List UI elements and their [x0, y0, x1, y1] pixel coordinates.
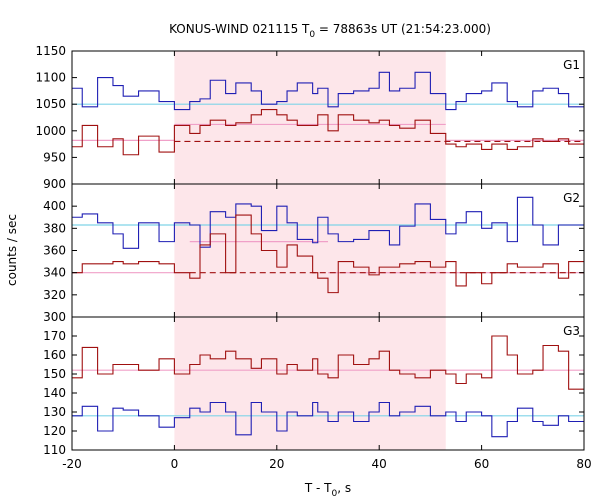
- panel-g3-ytick-label-2: 130: [43, 405, 66, 419]
- panel-g2-ytick-label-5: 400: [43, 199, 66, 213]
- panel-g2-ytick-label-0: 300: [43, 310, 66, 324]
- x-axis-label-subscript: 0: [332, 489, 338, 499]
- panel-g2: 300 320 340 360 380 400 G2: [43, 183, 585, 324]
- chart-title-main: KONUS-WIND 021115 T: [169, 22, 310, 36]
- panel-g3-label: G3: [563, 324, 580, 338]
- panel-g1: 900 950 1000 1050 1100 1150 G1: [35, 44, 585, 191]
- panel-g2-data: [72, 196, 584, 294]
- panel-g2-series-darkred: [72, 214, 584, 294]
- panel-g3-ytick-label-4: 150: [43, 367, 66, 381]
- panels-layer: 9009501000105011001150G13003203403603804…: [35, 44, 591, 471]
- xtick-label-4: 60: [474, 457, 489, 471]
- highlight-interval-band: [174, 51, 446, 450]
- panel-g2-ytick-label-4: 380: [43, 221, 66, 235]
- panel-g1-ytick-label-4: 1100: [35, 71, 66, 85]
- panel-g1-ytick-label-0: 900: [43, 177, 66, 191]
- chart-title-subscript: 0: [309, 30, 315, 40]
- xtick-label-3: 40: [372, 457, 387, 471]
- xtick-label-1: 0: [171, 457, 179, 471]
- panel-g1-ytick-label-1: 950: [43, 150, 66, 164]
- panel-g1-data: [72, 71, 584, 156]
- panel-g3-data: [72, 335, 584, 438]
- panel-g1-ytick-label-3: 1050: [35, 97, 66, 111]
- panel-g1-series-darkred: [72, 108, 584, 156]
- y-axis-label: counts / sec: [5, 214, 19, 286]
- x-axis-label-rest: , s: [337, 481, 351, 495]
- panel-g1-label: G1: [563, 58, 580, 72]
- chart-title-rest: = 78863s UT (21:54:23.000): [315, 22, 491, 36]
- panel-g1-series-blue: [72, 71, 584, 111]
- panel-g3-ytick-label-3: 140: [43, 386, 66, 400]
- panel-g3-ytick-label-6: 170: [43, 329, 66, 343]
- xtick-label-0: -20: [62, 457, 82, 471]
- x-axis-label: T - T0, s: [304, 481, 351, 499]
- panel-g2-ytick-label-2: 340: [43, 266, 66, 280]
- panel-g3-series-blue: [72, 401, 584, 438]
- panel-g3-ytick-label-0: 110: [43, 443, 66, 457]
- xtick-label-5: 80: [576, 457, 591, 471]
- panel-g2-series-blue: [72, 196, 584, 249]
- panel-g3-ytick-label-1: 120: [43, 424, 66, 438]
- panel-g2-ytick-label-1: 320: [43, 288, 66, 302]
- highlight-band-layer: [174, 51, 446, 450]
- xtick-label-2: 20: [269, 457, 284, 471]
- panel-g1-ytick-label-5: 1150: [35, 44, 66, 58]
- panel-g2-ytick-label-3: 360: [43, 244, 66, 258]
- chart-title: KONUS-WIND 021115 T0 = 78863s UT (21:54:…: [169, 22, 491, 40]
- panel-g2-label: G2: [563, 191, 580, 205]
- panel-g3-frame: [71, 316, 585, 451]
- x-axis-label-main: T - T: [304, 481, 332, 495]
- panel-g1-ytick-label-2: 1000: [35, 124, 66, 138]
- panel-g3: 110 120 130 140 150 160 170 G3: [43, 316, 585, 457]
- panel-g3-ytick-label-5: 160: [43, 348, 66, 362]
- panel-g3-series-darkred: [72, 335, 584, 390]
